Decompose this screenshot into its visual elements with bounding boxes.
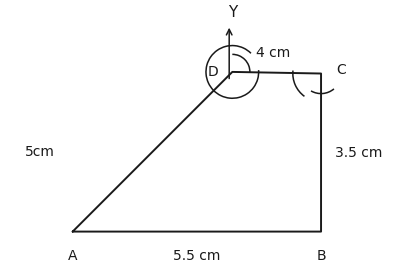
Text: C: C [337,63,347,77]
Text: A: A [68,249,77,263]
Text: B: B [316,249,326,263]
Text: Y: Y [228,5,237,20]
Text: D: D [208,65,219,79]
Text: 4 cm: 4 cm [256,46,291,60]
Text: 5cm: 5cm [25,145,55,159]
Text: 5.5 cm: 5.5 cm [173,249,220,263]
Text: 3.5 cm: 3.5 cm [335,146,382,160]
